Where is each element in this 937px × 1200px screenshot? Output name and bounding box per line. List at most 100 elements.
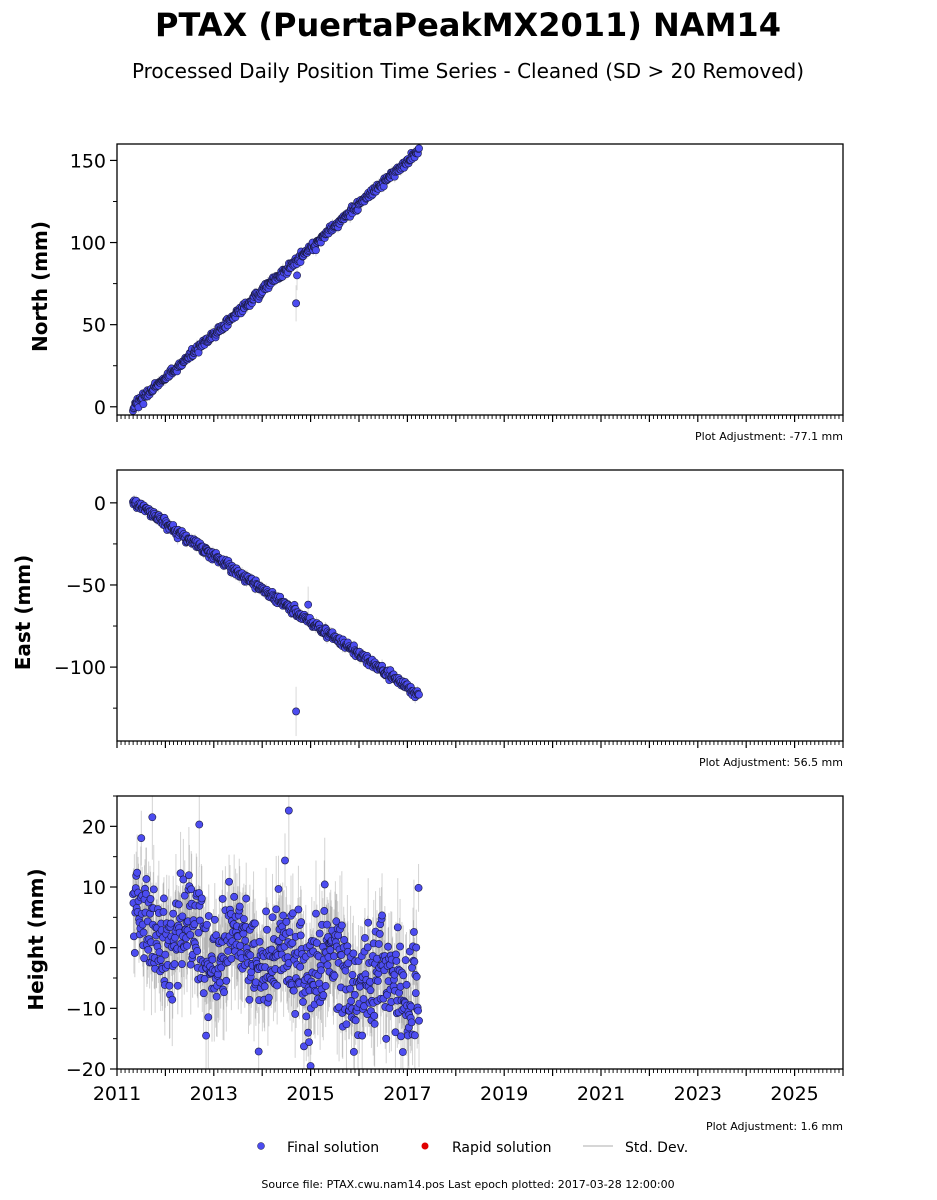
source-footer: Source file: PTAX.cwu.nam14.pos Last epo… xyxy=(261,1178,674,1191)
data-point xyxy=(384,942,392,951)
data-point xyxy=(293,271,301,280)
data-point xyxy=(363,943,372,952)
plot-adjustment-height: Plot Adjustment: 1.6 mm xyxy=(706,1120,843,1133)
data-point xyxy=(170,960,179,968)
data-point xyxy=(300,1042,308,1051)
data-point xyxy=(200,975,209,983)
data-point xyxy=(140,954,148,963)
data-point xyxy=(410,928,418,936)
y-tick-label: 50 xyxy=(82,315,106,337)
data-point xyxy=(305,1038,313,1046)
data-point xyxy=(296,931,305,940)
data-point xyxy=(194,928,203,937)
data-point xyxy=(212,931,221,940)
data-point xyxy=(203,920,211,929)
data-point xyxy=(142,889,150,898)
data-point xyxy=(396,942,404,951)
data-point xyxy=(284,806,293,815)
data-point xyxy=(340,935,349,944)
data-point xyxy=(378,911,386,920)
data-point xyxy=(212,992,221,1001)
data-point xyxy=(202,1031,210,1040)
data-point xyxy=(196,916,204,925)
data-point xyxy=(402,980,411,989)
legend-stddev-label: Std. Dev. xyxy=(625,1140,688,1156)
data-point xyxy=(251,978,260,987)
data-point xyxy=(304,600,313,609)
data-point xyxy=(375,930,384,938)
data-point xyxy=(279,911,288,920)
legend-final-marker xyxy=(257,1142,265,1150)
data-point xyxy=(144,945,153,954)
data-point xyxy=(260,982,269,991)
data-point xyxy=(366,986,375,995)
data-point xyxy=(361,934,369,942)
data-point xyxy=(315,929,324,938)
y-tick-label: 150 xyxy=(70,150,106,172)
data-point xyxy=(190,920,199,929)
data-point xyxy=(215,978,224,987)
y-tick-label: 20 xyxy=(82,816,106,838)
plot-frame-north xyxy=(116,143,844,416)
data-point xyxy=(411,989,420,997)
data-point xyxy=(220,988,228,997)
data-point xyxy=(410,957,419,966)
data-point xyxy=(410,1031,419,1040)
data-point xyxy=(168,995,177,1004)
data-point xyxy=(159,908,168,916)
data-point xyxy=(312,909,320,918)
data-point xyxy=(224,947,233,955)
data-point xyxy=(160,894,168,903)
data-point xyxy=(242,894,251,903)
data-point xyxy=(312,246,320,255)
data-point xyxy=(288,939,297,947)
data-point xyxy=(292,299,300,308)
data-point xyxy=(364,918,373,927)
data-point xyxy=(173,981,182,990)
data-point xyxy=(174,900,183,909)
data-point xyxy=(349,1047,358,1056)
x-tick-label: 2019 xyxy=(480,1083,528,1105)
data-point xyxy=(264,993,273,1002)
data-point xyxy=(197,894,206,903)
data-point xyxy=(193,947,202,955)
data-point xyxy=(398,1048,407,1056)
data-point xyxy=(254,1047,263,1056)
data-point xyxy=(273,981,282,990)
chart-subtitle: Processed Daily Position Time Series - C… xyxy=(132,59,804,83)
data-point xyxy=(251,919,259,928)
data-point xyxy=(412,972,421,981)
data-point xyxy=(399,971,408,980)
data-point xyxy=(392,957,401,965)
data-point xyxy=(246,951,255,960)
data-point xyxy=(407,1018,416,1027)
data-point xyxy=(130,949,139,957)
data-point xyxy=(312,939,321,947)
x-tick-label: 2023 xyxy=(674,1083,722,1105)
y-axis-label-east: East (mm) xyxy=(11,555,35,671)
data-point xyxy=(217,963,226,972)
legend-rapid-label: Rapid solution xyxy=(452,1140,552,1156)
data-point xyxy=(178,912,187,921)
data-point xyxy=(337,921,346,930)
data-point xyxy=(262,907,270,916)
data-point xyxy=(346,984,355,993)
data-point xyxy=(183,941,191,950)
data-point xyxy=(166,919,175,928)
data-point xyxy=(374,940,383,948)
data-point xyxy=(302,1012,311,1021)
data-point xyxy=(204,912,213,920)
panel-north: 0 50 100 150 North (mm) Plot Adjustment: -77.… xyxy=(28,143,844,443)
data-point xyxy=(210,915,219,924)
points-north xyxy=(129,144,423,415)
data-point xyxy=(281,856,289,865)
data-point xyxy=(370,1011,379,1020)
data-point xyxy=(148,813,157,822)
data-point xyxy=(323,920,331,929)
data-point xyxy=(349,949,358,958)
data-point xyxy=(230,892,239,901)
data-point xyxy=(247,968,256,977)
